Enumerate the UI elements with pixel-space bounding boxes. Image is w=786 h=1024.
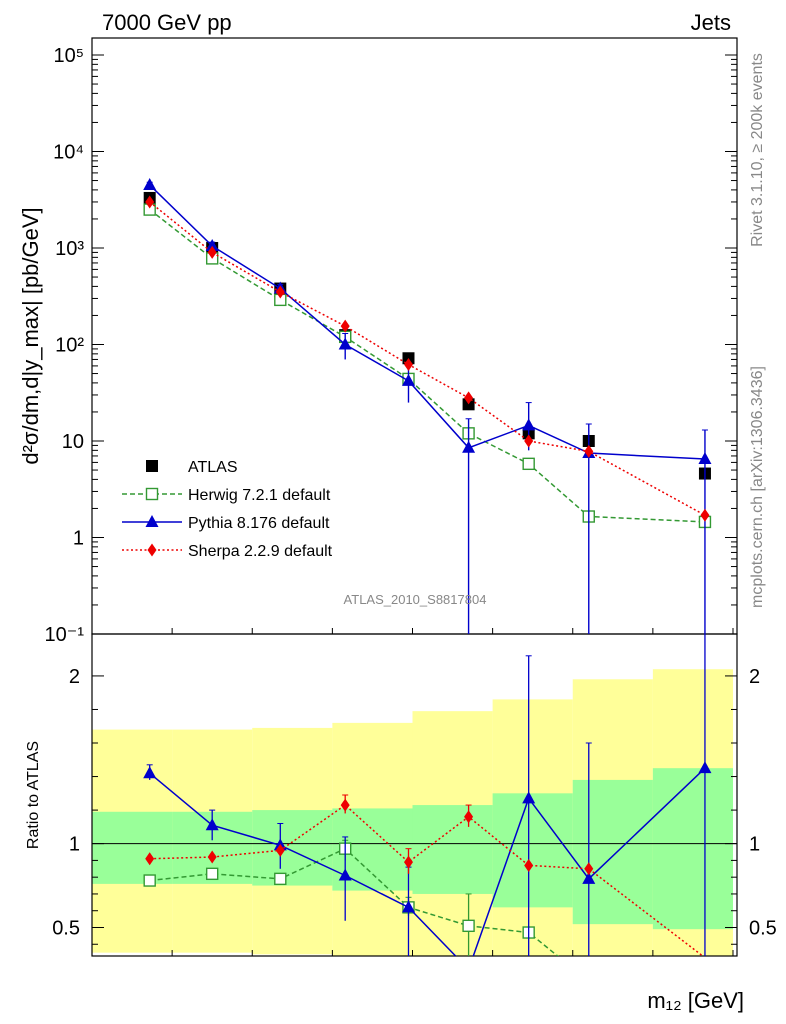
ratio-point-sherpa [207,850,217,864]
main-ytick-label: 10 [62,431,84,453]
main-ytick-label: 10⁻¹ [45,624,85,646]
axes-ticks: 10⁻¹ 1 10 10² 10³ 10⁴ 10⁵ 0.5 0.5 1 1 2 2 [45,45,777,956]
ratio-uncertainty-bands [92,669,737,956]
ratio-point-sherpa [584,862,594,876]
legend-label: Herwig 7.2.1 default [188,487,331,504]
legend-marker [145,487,159,501]
main-point-pythia [143,177,157,190]
main-point-sherpa [584,444,594,458]
ratio-point-sherpa [145,852,155,866]
green-band-bin [92,811,173,884]
ratio-point-pythia [582,871,596,884]
ratio-point-pythia [401,900,415,913]
ratio-ytick-label-right: 0.5 [749,917,777,939]
main-point-pythia [462,440,476,453]
legend-marker [147,543,157,557]
main-point-pythia [205,238,219,251]
ratio-point-herwig [205,867,219,881]
ratio-ytick-label: 0.5 [52,917,80,939]
ratio-point-herwig [274,872,287,886]
main-ylabel: d²σ/dm,d|y_max| [pb/GeV] [18,207,43,464]
ratio-point-sherpa [524,858,534,872]
ratio-point-herwig [143,874,156,887]
ratio-point-pythia [205,818,219,831]
green-band-bin [652,768,733,930]
ratio-series-group [143,634,712,956]
main-point-sherpa [403,358,413,372]
main-ytick-label: 10⁵ [53,45,84,67]
main-point-sherpa [145,195,155,209]
ratio-point-pythia [522,791,536,804]
ratio-ytick-label: 1 [69,834,80,856]
ratio-point-sherpa [340,798,350,812]
main-ytick-label: 1 [73,527,84,549]
ratio-ytick-label: 2 [69,666,80,688]
main-ytick-label: 10⁴ [53,141,84,163]
main-point-pythia [522,418,536,431]
ratio-ytick-label-right: 1 [749,834,760,856]
ratio-point-sherpa [275,843,285,857]
legend-label: ATLAS [188,459,238,476]
category-label: Jets [691,10,731,35]
main-point-sherpa [464,391,474,405]
source-label: mcplots.cern.ch [arXiv:1306.3436] [749,366,766,608]
ratio-point-pythia [698,761,712,774]
main-ytick-label: 10² [55,334,84,356]
main-point-herwig [522,457,535,471]
ratio-point-sherpa [464,810,474,824]
green-band-bin [252,810,333,886]
main-point-sherpa [275,285,285,299]
ratio-ylabel: Ratio to ATLAS [25,741,42,849]
ratio-point-pythia [338,868,352,881]
main-point-sherpa [340,319,350,333]
ratio-panel-series [143,634,712,956]
ratio-point-sherpa [403,855,413,869]
legend-marker [145,515,159,527]
main-point-sherpa [207,245,217,259]
legend-label: Pythia 8.176 default [188,515,330,532]
legend-label: Sherpa 2.2.9 default [188,543,333,560]
main-point-pythia [698,452,712,465]
main-point-sherpa [524,434,534,448]
main-point-pythia [338,337,352,350]
main-line-pythia [149,184,705,460]
green-band-bin [492,793,573,908]
ratio-panel-frame [91,633,738,957]
ratio-line-sherpa [149,804,704,956]
analysis-id-label: ATLAS_2010_S8817804 [344,592,487,607]
legend: ATLAS Herwig 7.2.1 default Pythia 8.176 de… [122,459,333,560]
ratio-ytick-label-right: 2 [749,666,760,688]
main-ytick-label: 10³ [55,238,84,260]
main-point-sherpa [700,508,710,522]
x-axis-label: m₁₂ [GeV] [647,988,744,1013]
main-point-pythia [401,373,415,386]
legend-marker [146,460,158,472]
main-line-herwig [149,209,705,523]
main-panel-series [143,177,712,634]
green-band-bin [572,779,653,925]
ratio-point-herwig [462,919,475,933]
ratio-point-pythia [143,766,157,779]
rivet-label: Rivet 3.1.10, ≥ 200k events [749,53,766,247]
energy-label: 7000 GeV pp [102,10,232,35]
